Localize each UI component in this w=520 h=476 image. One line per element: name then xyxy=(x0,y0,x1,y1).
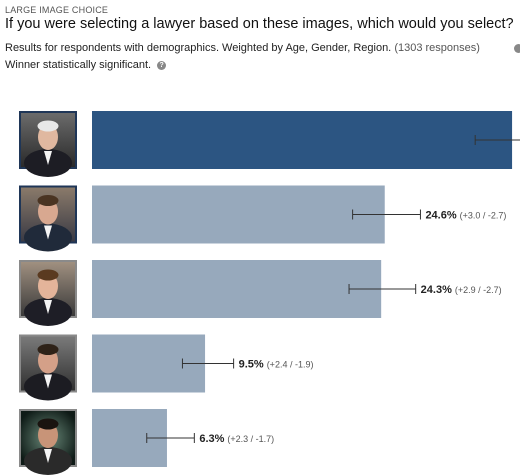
error-bar xyxy=(352,209,421,220)
value-label: 9.5% (+2.4 / -1.9) xyxy=(239,359,314,371)
error-bar xyxy=(146,433,195,443)
page-title: If you were selecting a lawyer based on … xyxy=(5,16,514,32)
confidence-interval: (+2.9 / -2.7) xyxy=(455,285,502,295)
value-label: 24.3% (+2.9 / -2.7) xyxy=(421,284,502,296)
answer-image[interactable] xyxy=(19,334,77,401)
confidence-interval: (+3.0 / -2.7) xyxy=(460,211,507,221)
value-percent: 24.3% xyxy=(421,284,452,296)
value-percent: 6.3% xyxy=(199,433,224,445)
response-count: (1303 responses) xyxy=(394,42,480,54)
answer-image[interactable] xyxy=(19,185,77,252)
help-icon-partial[interactable] xyxy=(514,44,520,53)
answer-image[interactable] xyxy=(19,111,77,177)
bar xyxy=(92,260,382,318)
confidence-interval: (+2.3 / -1.7) xyxy=(227,434,274,444)
answer-image[interactable] xyxy=(19,409,77,475)
question-circle-icon[interactable]: ? xyxy=(157,60,167,70)
winner-note: Winner statistically significant. ? xyxy=(5,59,167,71)
error-bar xyxy=(348,284,417,294)
value-label: 6.3% (+2.3 / -1.7) xyxy=(199,433,274,445)
bar xyxy=(92,185,385,244)
value-label: 24.6% (+3.0 / -2.7) xyxy=(425,210,506,222)
confidence-interval: (+2.4 / -1.9) xyxy=(267,360,314,370)
answer-image[interactable] xyxy=(19,260,77,326)
winner-text: Winner statistically significant. xyxy=(5,59,152,71)
results-subtitle: Results for respondents with demographic… xyxy=(5,42,480,54)
question-type-label: LARGE IMAGE CHOICE xyxy=(5,5,109,15)
bar xyxy=(92,111,513,169)
error-bar xyxy=(181,358,235,369)
value-percent: 9.5% xyxy=(239,359,264,371)
error-bar xyxy=(474,135,520,145)
value-percent: 24.6% xyxy=(425,210,456,222)
subtitle-text: Results for respondents with demographic… xyxy=(5,42,392,54)
